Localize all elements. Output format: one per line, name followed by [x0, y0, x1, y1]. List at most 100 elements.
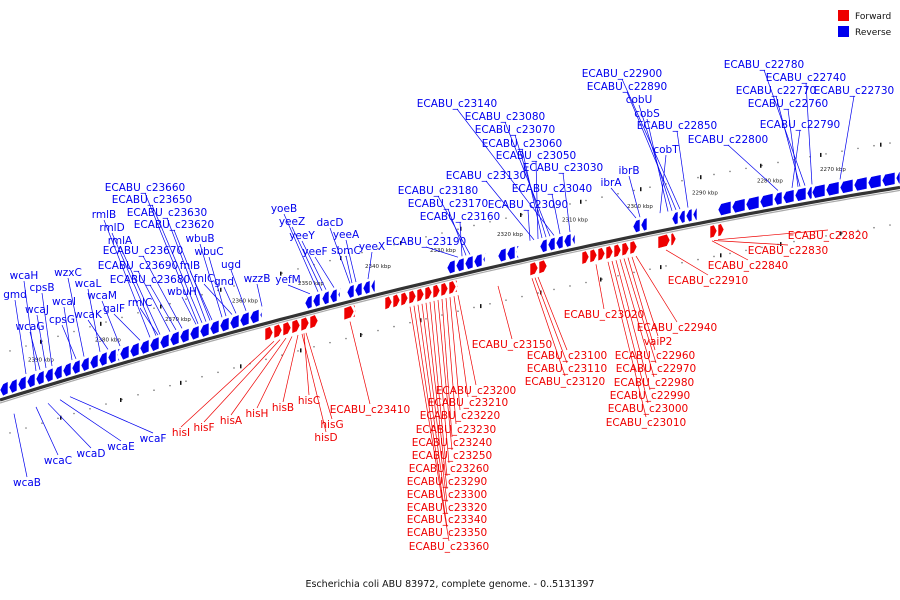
gene-label[interactable]: wbuH	[167, 286, 197, 298]
reverse-gene[interactable]	[107, 348, 117, 364]
reverse-gene[interactable]	[853, 176, 868, 192]
gene-label[interactable]: wbuC	[194, 246, 223, 258]
gene-label[interactable]: cpsB	[29, 282, 54, 294]
gene-label[interactable]: ECABU_c23340	[407, 514, 487, 526]
forward-gene[interactable]	[400, 291, 409, 307]
gene-label[interactable]: hisF	[193, 422, 214, 434]
reverse-gene[interactable]	[539, 238, 548, 253]
reverse-gene[interactable]	[515, 245, 520, 259]
gene-label[interactable]: ECABU_c23090	[488, 199, 568, 211]
gene-label[interactable]: rmlA	[108, 235, 133, 247]
gene-label[interactable]: wcaG	[16, 321, 45, 333]
reverse-gene[interactable]	[811, 183, 826, 199]
gene-label[interactable]: cobS	[634, 108, 660, 120]
reverse-gene[interactable]	[825, 181, 840, 197]
forward-gene[interactable]	[416, 287, 425, 303]
reverse-gene[interactable]	[337, 287, 342, 302]
reverse-gene[interactable]	[229, 314, 240, 330]
gene-label[interactable]: ECABU_c22990	[610, 390, 690, 402]
gene-label[interactable]: rmlC	[128, 297, 153, 309]
gene-label[interactable]: yeeF	[302, 246, 327, 258]
forward-gene[interactable]	[621, 242, 630, 257]
gene-label[interactable]: fnlB	[180, 260, 200, 272]
gene-label[interactable]: ECABU_c23290	[407, 476, 487, 488]
gene-label[interactable]: ECABU_c23360	[409, 541, 489, 553]
reverse-gene[interactable]	[731, 198, 746, 214]
gene-label[interactable]: yefM	[275, 274, 300, 286]
reverse-gene[interactable]	[806, 185, 813, 200]
reverse-gene[interactable]	[446, 259, 456, 275]
gene-label[interactable]: ECABU_c22830	[748, 245, 828, 257]
forward-gene[interactable]	[529, 261, 539, 277]
gene-label[interactable]: wcaL	[75, 278, 102, 290]
reverse-gene[interactable]	[179, 327, 190, 344]
gene-label[interactable]: fnlC	[194, 273, 215, 285]
gene-label[interactable]: ECABU_c23350	[407, 527, 487, 539]
gene-label[interactable]: wzxC	[54, 267, 82, 279]
reverse-gene[interactable]	[346, 284, 355, 299]
gene-label[interactable]: wcaH	[10, 270, 39, 282]
gene-label[interactable]: yeeY	[289, 230, 315, 242]
gene-label[interactable]: ECABU_c23650	[112, 194, 192, 206]
gene-label[interactable]: wcaD	[77, 448, 106, 460]
gene-label[interactable]: ECABU_c23020	[564, 309, 644, 321]
gene-label[interactable]: ECABU_c23230	[416, 424, 496, 436]
gene-label[interactable]: ECABU_c23320	[407, 502, 487, 514]
gene-label[interactable]: ECABU_c23150	[472, 339, 552, 351]
gene-label[interactable]: ECABU_c23060	[482, 138, 562, 150]
forward-gene[interactable]	[597, 247, 606, 262]
reverse-gene[interactable]	[782, 189, 795, 204]
reverse-gene[interactable]	[71, 359, 81, 375]
gene-label[interactable]: ECABU_c23010	[606, 417, 686, 429]
gene-label[interactable]: ECABU_c23160	[420, 211, 500, 223]
gene-label[interactable]: ECABU_c23050	[496, 150, 576, 162]
gene-label[interactable]: ECABU_c23130	[446, 170, 526, 182]
gene-label[interactable]: ECABU_c22980	[614, 377, 694, 389]
reverse-gene[interactable]	[139, 339, 150, 355]
reverse-gene[interactable]	[678, 209, 686, 224]
gene-label[interactable]: ECABU_c23070	[475, 124, 555, 136]
gene-labels[interactable]: ECABU_c22780ECABU_c22740ECABU_c22770ECAB…	[3, 59, 894, 553]
gene-label[interactable]: ECABU_c22780	[724, 59, 804, 71]
forward-gene[interactable]	[432, 284, 441, 299]
reverse-genes[interactable]	[0, 171, 900, 397]
forward-gene[interactable]	[538, 259, 548, 275]
gene-label[interactable]: ECABU_c22900	[582, 68, 662, 80]
reverse-gene[interactable]	[116, 348, 121, 362]
gene-label[interactable]: ECABU_c22850	[637, 120, 717, 132]
gene-label[interactable]: yeeZ	[279, 216, 305, 228]
gene-label[interactable]: wcaM	[87, 290, 117, 302]
forward-gene[interactable]	[613, 243, 622, 259]
gene-label[interactable]: ECABU_c23250	[412, 450, 492, 462]
reverse-gene[interactable]	[98, 351, 108, 367]
reverse-gene[interactable]	[362, 280, 371, 295]
reverse-gene[interactable]	[867, 174, 882, 190]
reverse-gene[interactable]	[632, 218, 641, 233]
reverse-gene[interactable]	[717, 200, 732, 217]
gene-label[interactable]: cobT	[653, 144, 679, 156]
gene-label[interactable]: ECABU_c22840	[708, 260, 788, 272]
gene-label[interactable]: ECABU_c23660	[105, 182, 185, 194]
gene-label[interactable]: hisD	[314, 432, 337, 444]
gene-label[interactable]: ibrB	[618, 165, 639, 177]
forward-gene[interactable]	[657, 233, 671, 249]
gene-label[interactable]: ECABU_c22960	[615, 350, 695, 362]
gene-label[interactable]: ECABU_c23670	[103, 245, 183, 257]
reverse-gene[interactable]	[259, 307, 264, 322]
gene-label[interactable]: ECABU_c23180	[398, 185, 478, 197]
gene-label[interactable]: galF	[103, 303, 125, 315]
forward-gene[interactable]	[448, 280, 457, 295]
forward-gene[interactable]	[440, 282, 449, 297]
gene-label[interactable]: ECABU_c22730	[814, 85, 894, 97]
reverse-gene[interactable]	[169, 330, 180, 347]
gene-label[interactable]: ECABU_c22800	[688, 134, 768, 146]
gene-label[interactable]: rmlD	[99, 222, 124, 234]
gene-label[interactable]: ECABU_c22940	[637, 322, 717, 334]
reverse-gene[interactable]	[547, 236, 556, 252]
reverse-gene[interactable]	[692, 207, 698, 222]
gene-label[interactable]: ECABU_c23210	[428, 397, 508, 409]
gene-label[interactable]: ECABU_c23140	[417, 98, 497, 110]
reverse-gene[interactable]	[35, 370, 45, 386]
reverse-gene[interactable]	[149, 336, 160, 352]
gene-label[interactable]: wcaE	[107, 441, 134, 453]
